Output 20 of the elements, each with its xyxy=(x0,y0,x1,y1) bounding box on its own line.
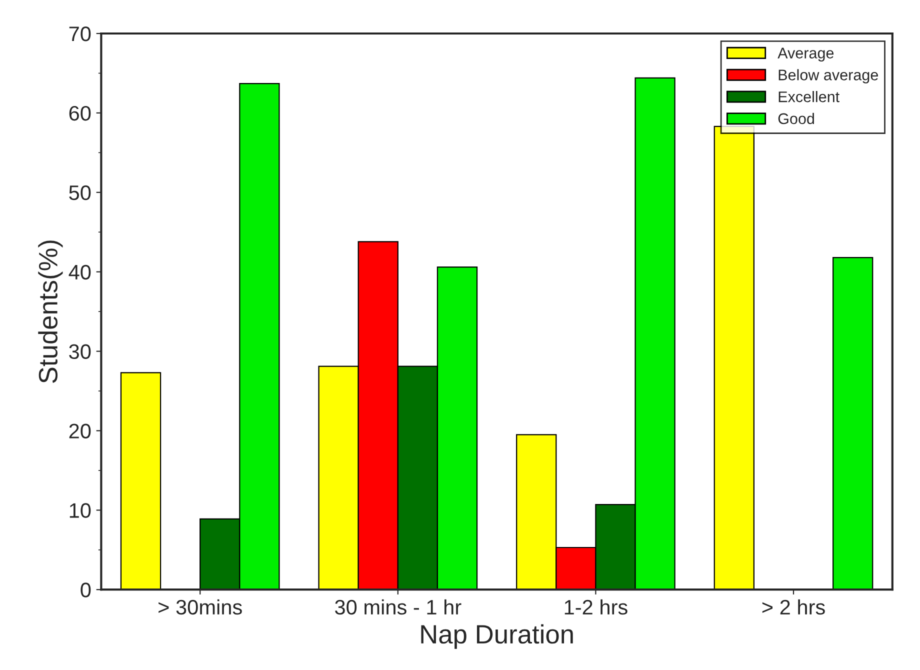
legend-label: Below average xyxy=(778,69,878,84)
x-tick-label: 1-2 hrs xyxy=(564,599,628,615)
y-tick-label: 30 xyxy=(69,344,91,360)
y-tick-label: 0 xyxy=(80,582,91,598)
y-tick-label: 10 xyxy=(70,503,91,518)
legend-label: Good xyxy=(778,112,814,124)
legend-label: Excellent xyxy=(778,91,840,102)
y-tick-label: 60 xyxy=(69,106,91,121)
bar xyxy=(832,256,874,590)
y-tick-label: 50 xyxy=(69,185,91,200)
y-tick-label: 20 xyxy=(69,424,91,438)
x-tick-label: > 30mins xyxy=(158,599,242,615)
y-axis-title: Students(%) xyxy=(38,240,63,383)
x-tick-label: > 2 hrs xyxy=(762,599,825,615)
y-tick-label: 70 xyxy=(69,26,91,42)
legend-label: Average xyxy=(778,48,834,62)
bar xyxy=(120,372,162,590)
y-tick-label: 40 xyxy=(68,264,91,280)
x-tick-label: 30 mins - 1 hr xyxy=(335,599,462,615)
x-axis-title: Nap Duration xyxy=(421,624,573,649)
